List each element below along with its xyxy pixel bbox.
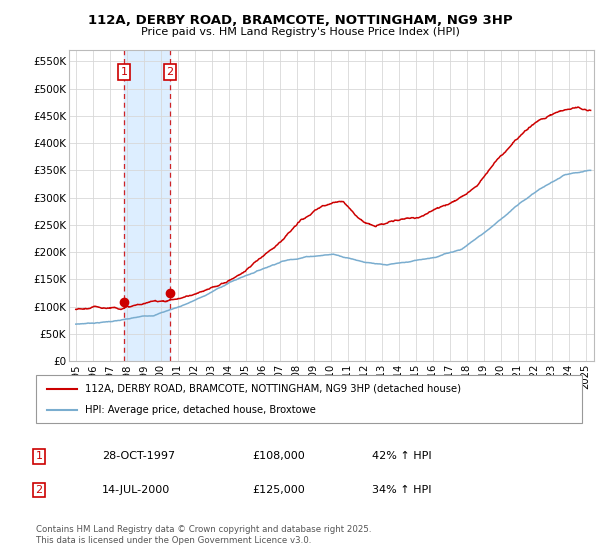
Text: 1: 1 bbox=[35, 451, 43, 461]
Text: 2: 2 bbox=[166, 67, 173, 77]
Text: 2: 2 bbox=[35, 485, 43, 495]
Bar bbox=[124, 50, 170, 361]
Text: Contains HM Land Registry data © Crown copyright and database right 2025.
This d: Contains HM Land Registry data © Crown c… bbox=[36, 525, 371, 545]
Text: 42% ↑ HPI: 42% ↑ HPI bbox=[372, 451, 431, 461]
Text: 34% ↑ HPI: 34% ↑ HPI bbox=[372, 485, 431, 495]
Text: 112A, DERBY ROAD, BRAMCOTE, NOTTINGHAM, NG9 3HP (detached house): 112A, DERBY ROAD, BRAMCOTE, NOTTINGHAM, … bbox=[85, 384, 461, 394]
Text: £108,000: £108,000 bbox=[252, 451, 305, 461]
Text: £125,000: £125,000 bbox=[252, 485, 305, 495]
FancyBboxPatch shape bbox=[36, 375, 582, 423]
Text: 28-OCT-1997: 28-OCT-1997 bbox=[102, 451, 175, 461]
Text: Price paid vs. HM Land Registry's House Price Index (HPI): Price paid vs. HM Land Registry's House … bbox=[140, 27, 460, 38]
Text: HPI: Average price, detached house, Broxtowe: HPI: Average price, detached house, Brox… bbox=[85, 405, 316, 416]
Text: 112A, DERBY ROAD, BRAMCOTE, NOTTINGHAM, NG9 3HP: 112A, DERBY ROAD, BRAMCOTE, NOTTINGHAM, … bbox=[88, 14, 512, 27]
Text: 14-JUL-2000: 14-JUL-2000 bbox=[102, 485, 170, 495]
Text: 1: 1 bbox=[121, 67, 127, 77]
